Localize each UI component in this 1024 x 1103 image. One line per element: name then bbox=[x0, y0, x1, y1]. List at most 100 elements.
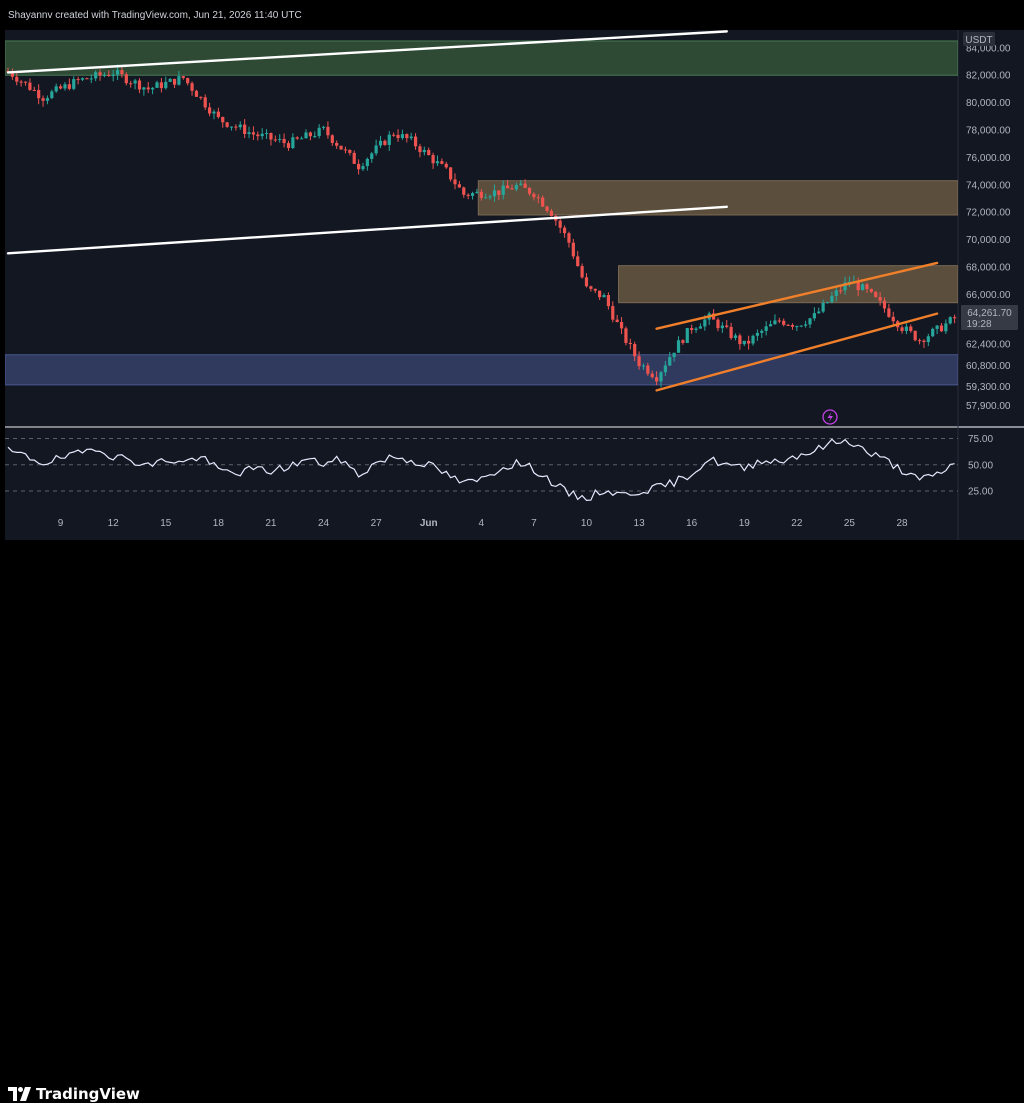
candle-body bbox=[181, 76, 185, 79]
candle-body bbox=[917, 340, 922, 342]
candle-body bbox=[72, 79, 76, 89]
trendline-0 bbox=[6, 30, 728, 74]
candle-body bbox=[685, 328, 689, 343]
candle-body bbox=[676, 340, 681, 353]
trendline-1 bbox=[6, 205, 728, 255]
candle-body bbox=[681, 340, 685, 343]
currency-label[interactable]: USDT bbox=[963, 32, 995, 46]
attribution-text: Shayannv created with TradingView.com, J… bbox=[8, 10, 302, 21]
candle-body bbox=[580, 266, 584, 278]
candle-body bbox=[909, 326, 913, 331]
candle-body bbox=[755, 332, 760, 336]
candle-body bbox=[470, 193, 475, 196]
candle-body bbox=[413, 136, 418, 147]
candle-body bbox=[89, 78, 93, 80]
candle-body bbox=[308, 132, 312, 137]
candle-body bbox=[506, 185, 510, 189]
candle-body bbox=[129, 83, 133, 85]
candle-body bbox=[207, 107, 212, 114]
rsi-line bbox=[7, 438, 955, 502]
candle-body bbox=[300, 138, 304, 140]
tradingview-logo-icon bbox=[8, 1087, 31, 1101]
zone-0 bbox=[5, 40, 958, 76]
candle-body bbox=[641, 365, 646, 367]
candle-body bbox=[256, 134, 260, 137]
candle-body bbox=[615, 319, 619, 322]
candle-body bbox=[168, 78, 172, 82]
candle-body bbox=[782, 320, 786, 325]
candle-body bbox=[435, 161, 440, 164]
countdown-text: 19:28 bbox=[966, 319, 991, 330]
candle-body bbox=[291, 137, 295, 149]
candle-body bbox=[953, 317, 957, 319]
candle-body bbox=[54, 86, 58, 92]
price-tick-label: 74,000.00 bbox=[966, 180, 1011, 191]
rsi-tick-label: 50.00 bbox=[968, 460, 993, 471]
candle-body bbox=[286, 143, 291, 149]
candle-body bbox=[313, 136, 317, 138]
candle-body bbox=[571, 242, 575, 257]
time-axis[interactable]: 9 12 15 18 21 24 27 Jun 4 7 10 13 16 19 22 25 28 bbox=[58, 518, 908, 529]
candle-body bbox=[172, 78, 177, 85]
candle-body bbox=[659, 372, 663, 382]
candle-body bbox=[352, 152, 356, 164]
tradingview-logo[interactable]: TradingView bbox=[8, 1085, 140, 1103]
candle-body bbox=[98, 72, 102, 76]
price-tick-label: 84,000.00 bbox=[966, 43, 1011, 54]
candle-body bbox=[931, 328, 935, 337]
candle-body bbox=[466, 194, 470, 196]
price-chart[interactable]: 84,000.00 82,000.00 80,000.00 78,000.00 76,0… bbox=[0, 0, 1024, 567]
candle-body bbox=[725, 325, 729, 327]
time-tick-label: 16 bbox=[686, 518, 698, 529]
candle-body bbox=[882, 300, 887, 309]
price-tick-label: 60,800.00 bbox=[966, 361, 1011, 372]
candle-body bbox=[405, 134, 409, 139]
candle-body bbox=[519, 183, 523, 185]
candle-body bbox=[111, 74, 115, 77]
candle-body bbox=[146, 87, 150, 90]
candle-body bbox=[212, 111, 216, 114]
candle-body bbox=[747, 340, 751, 344]
trendline-2 bbox=[655, 261, 939, 330]
price-tick-label: 70,000.00 bbox=[966, 235, 1011, 246]
candle-body bbox=[151, 87, 155, 90]
candle-body bbox=[795, 326, 799, 328]
rsi-axis[interactable]: 75.00 50.00 25.00 bbox=[968, 434, 993, 498]
candle-body bbox=[825, 302, 830, 304]
time-tick-label: 13 bbox=[634, 518, 646, 529]
candle-body bbox=[720, 325, 724, 329]
candle-body bbox=[690, 328, 694, 330]
candle-body bbox=[514, 184, 518, 190]
candle-body bbox=[422, 149, 426, 153]
candle-body bbox=[663, 365, 667, 373]
time-tick-label: 24 bbox=[318, 518, 330, 529]
candle-body bbox=[484, 197, 488, 199]
candle-body bbox=[427, 149, 431, 156]
candle-body bbox=[343, 149, 348, 151]
candle-body bbox=[598, 290, 602, 298]
candle-body bbox=[672, 352, 676, 358]
candle-body bbox=[619, 321, 624, 329]
zone-3 bbox=[5, 354, 958, 386]
time-axis-bg bbox=[5, 512, 958, 540]
lightning-icon[interactable] bbox=[822, 409, 838, 425]
zones-layer bbox=[5, 40, 958, 386]
candle-body bbox=[76, 79, 80, 81]
candle-body bbox=[282, 138, 286, 144]
candle-body bbox=[606, 295, 611, 307]
candle-body bbox=[330, 135, 334, 143]
candle-body bbox=[159, 82, 163, 89]
candle-body bbox=[878, 297, 882, 301]
time-tick-label: 4 bbox=[479, 518, 485, 529]
candle-body bbox=[453, 179, 457, 185]
rsi-tick-label: 25.00 bbox=[968, 487, 993, 498]
candle-body bbox=[843, 282, 847, 291]
candle-body bbox=[23, 81, 28, 83]
candle-body bbox=[589, 286, 593, 289]
candle-body bbox=[335, 142, 339, 146]
candle-body bbox=[764, 326, 768, 331]
candle-body bbox=[295, 137, 299, 139]
candle-body bbox=[234, 126, 238, 128]
candle-body bbox=[939, 325, 944, 332]
candle-body bbox=[602, 295, 606, 298]
